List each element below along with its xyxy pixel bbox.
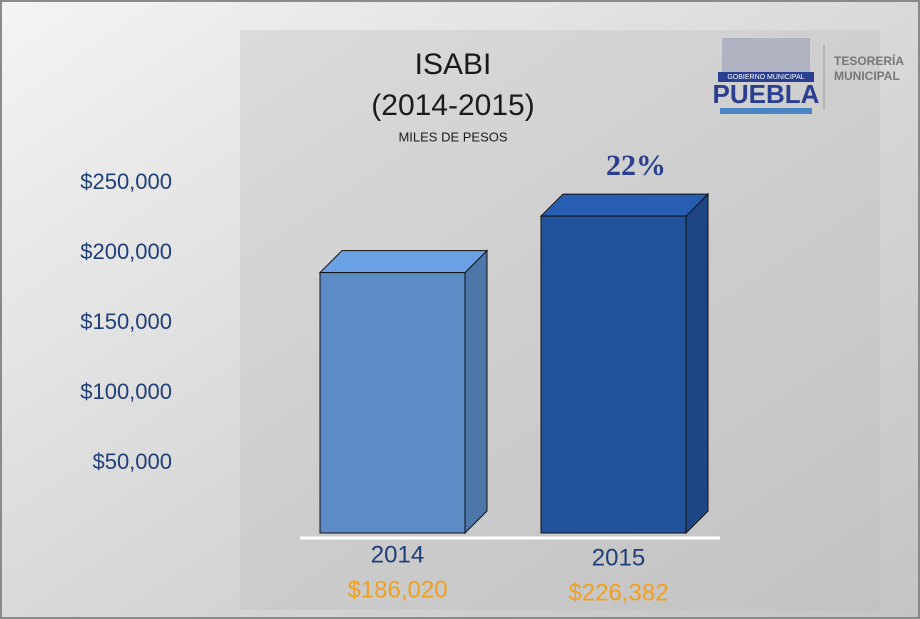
y-tick-label: $100,000 [80, 379, 172, 404]
bar [541, 216, 686, 533]
y-tick-label: $50,000 [92, 449, 172, 474]
logo-stripe [720, 108, 812, 114]
x-tick-label: 2014 [371, 541, 424, 568]
logo-dept: MUNICIPAL [834, 69, 900, 83]
y-tick-label: $250,000 [80, 169, 172, 194]
bar-top [320, 251, 487, 273]
bar [320, 273, 465, 533]
bar-side [686, 194, 708, 533]
chart-title: ISABI [415, 48, 492, 81]
logo-dept: TESORERÍA [834, 53, 904, 68]
logo-building [722, 38, 810, 72]
bar-side [465, 251, 487, 533]
page: {"chart_data": {"type": "bar3d", "title"… [0, 0, 920, 619]
x-tick-label: 2015 [592, 544, 645, 571]
value-label: $186,020 [347, 576, 447, 603]
chart-subtitle: (2014-2015) [371, 89, 534, 122]
y-tick-label: $150,000 [80, 309, 172, 334]
annotation: 22% [606, 149, 666, 182]
value-label: $226,382 [568, 579, 668, 606]
y-tick-label: $200,000 [80, 239, 172, 264]
unit-note: MILES DE PESOS [398, 129, 507, 144]
bar-top [541, 194, 708, 216]
logo-name: PUEBLA [713, 79, 820, 109]
chart: ISABI (2014-2015) MILES DE PESOS 22% GOB… [0, 0, 920, 619]
